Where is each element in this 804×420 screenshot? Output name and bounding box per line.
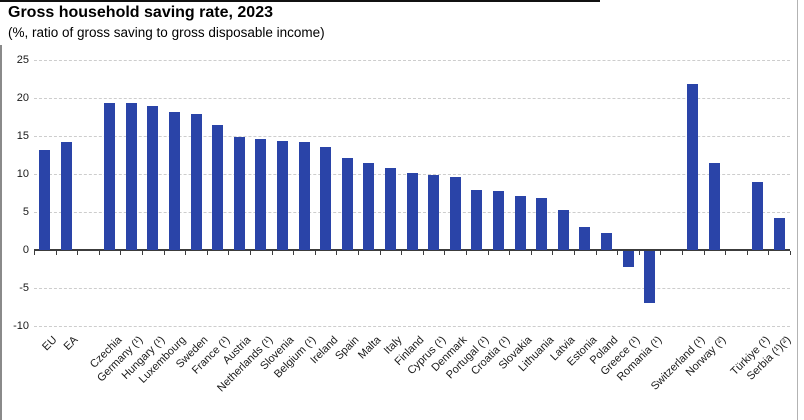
axis-tick <box>638 251 640 255</box>
bar-poland <box>600 232 612 250</box>
y-axis-label: 15 <box>16 130 29 142</box>
axis-tick <box>444 251 446 255</box>
axis-tick <box>595 251 597 255</box>
right-border-line <box>797 0 798 420</box>
bar-ea <box>60 142 72 250</box>
bar-romania <box>644 251 656 304</box>
bar-croatia <box>492 190 504 250</box>
axis-tick <box>617 251 619 255</box>
axis-tick <box>509 251 511 255</box>
bar-ireland <box>320 146 332 250</box>
y-axis-label: 20 <box>16 92 29 104</box>
chart-subtitle: (%, ratio of gross saving to gross dispo… <box>8 25 325 40</box>
axis-tick <box>185 251 187 255</box>
bar-luxembourg <box>168 112 180 250</box>
bar-hungary <box>147 106 159 250</box>
bar-portugal <box>471 189 483 250</box>
axis-tick <box>271 251 273 255</box>
bar-estonia <box>579 227 591 250</box>
bar-sweden <box>190 113 202 250</box>
axis-tick <box>55 251 57 255</box>
axis-tick <box>34 251 35 255</box>
axis-tick <box>163 251 165 255</box>
axis-tick <box>401 251 403 255</box>
axis-tick <box>98 251 100 255</box>
bar-lithuania <box>536 198 548 250</box>
y-axis-label: 10 <box>16 168 29 180</box>
gridline-20 <box>34 98 790 99</box>
bar-italy <box>384 167 396 250</box>
axis-tick <box>314 251 316 255</box>
bar-malta <box>363 163 375 250</box>
bar-netherlands <box>255 139 267 250</box>
axis-tick <box>487 251 489 255</box>
axis-tick <box>574 251 575 255</box>
axis-tick <box>120 251 122 255</box>
bar-latvia <box>557 210 569 250</box>
gridline-15 <box>34 136 790 137</box>
axis-tick <box>379 251 381 255</box>
bar-cyprus <box>428 174 440 250</box>
y-axis-label: 0 <box>22 244 29 256</box>
gridline-25 <box>34 60 790 61</box>
chart-title: Gross household saving rate, 2023 <box>8 4 273 21</box>
gridline--5 <box>34 288 790 289</box>
axis-tick <box>660 251 662 255</box>
axis-tick <box>725 251 727 255</box>
bar-france <box>212 125 224 250</box>
axis-tick <box>422 251 424 255</box>
axis-tick <box>293 251 295 255</box>
axis-tick <box>228 251 230 255</box>
axis-tick <box>250 251 251 255</box>
axis-tick <box>703 251 705 255</box>
axis-tick <box>746 251 748 255</box>
gridline--10 <box>34 326 790 327</box>
bar-t-rkiye <box>752 181 764 250</box>
bar-belgium <box>298 142 310 250</box>
y-axis-label: -5 <box>19 282 29 294</box>
bar-switzerland <box>687 83 699 250</box>
axis-tick <box>142 251 143 255</box>
axis-tick <box>336 251 338 255</box>
bar-slovenia <box>276 141 288 250</box>
y-axis-label: 5 <box>22 206 29 218</box>
axis-tick <box>790 251 791 255</box>
top-border-line <box>0 0 600 2</box>
axis-tick <box>682 251 683 255</box>
axis-tick <box>77 251 79 255</box>
bar-eu <box>39 150 51 250</box>
axis-tick <box>552 251 554 255</box>
left-border-line <box>0 45 2 420</box>
y-axis-label: -10 <box>13 320 29 332</box>
axis-tick <box>358 251 359 255</box>
axis-tick <box>530 251 532 255</box>
axis-tick <box>206 251 208 255</box>
bar-norway <box>708 163 720 250</box>
bar-austria <box>233 136 245 250</box>
y-axis-label: 25 <box>16 54 29 66</box>
x-axis-zero-line <box>34 249 790 251</box>
bar-slovakia <box>514 196 526 250</box>
bar-greece <box>622 251 634 267</box>
axis-tick <box>466 251 467 255</box>
bar-finland <box>406 173 418 250</box>
bar-serbia <box>773 218 785 250</box>
bar-czechia <box>104 102 116 250</box>
bar-spain <box>341 158 353 250</box>
axis-tick <box>768 251 770 255</box>
bar-germany <box>125 103 137 250</box>
bar-denmark <box>449 177 461 250</box>
